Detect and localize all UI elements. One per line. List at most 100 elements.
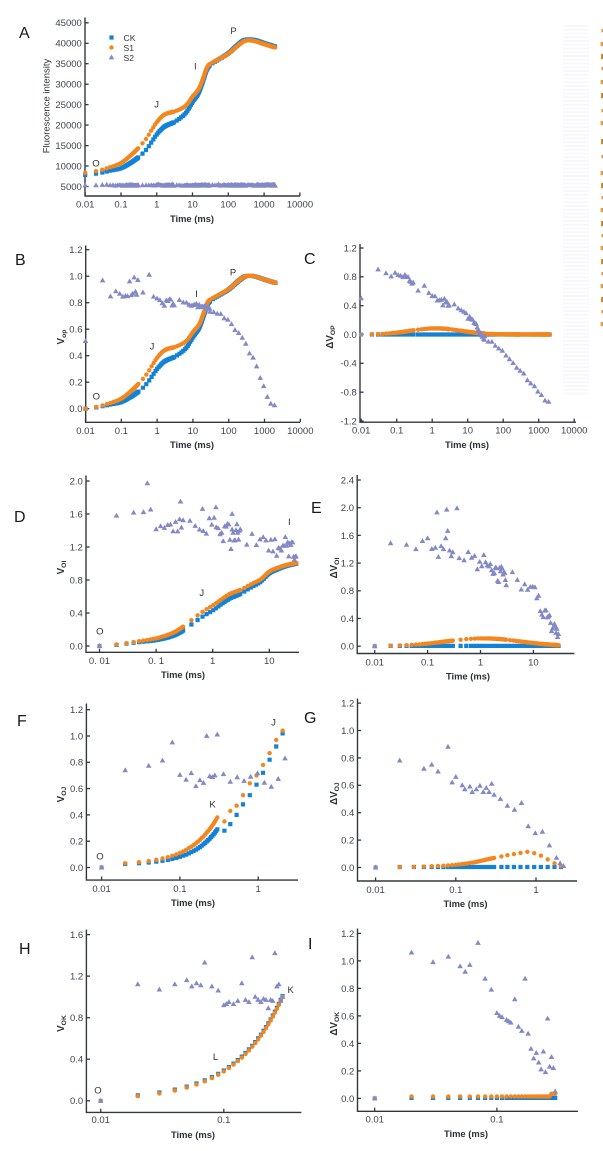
svg-text:O: O xyxy=(92,159,99,170)
svg-text:1000: 1000 xyxy=(254,426,275,437)
svg-text:C: C xyxy=(304,251,316,268)
svg-text:0.01: 0.01 xyxy=(92,884,111,895)
svg-text:1: 1 xyxy=(256,884,261,895)
svg-text:1.0: 1.0 xyxy=(341,956,354,967)
svg-text:1.0: 1.0 xyxy=(341,726,354,737)
svg-text:0.4: 0.4 xyxy=(341,614,354,625)
svg-text:H: H xyxy=(19,941,31,958)
svg-text:45000: 45000 xyxy=(55,18,81,29)
svg-text:1.0: 1.0 xyxy=(70,731,83,742)
svg-text:-0.8: -0.8 xyxy=(340,388,356,399)
svg-text:1: 1 xyxy=(533,885,538,896)
svg-text:0.4: 0.4 xyxy=(70,1055,83,1066)
svg-text:0.1: 0.1 xyxy=(173,884,186,895)
svg-text:0.01: 0.01 xyxy=(76,426,95,437)
svg-text:J: J xyxy=(150,342,155,353)
svg-text:K: K xyxy=(209,800,216,811)
svg-text:1: 1 xyxy=(478,658,483,669)
svg-text:0.8: 0.8 xyxy=(341,984,354,995)
svg-text:0.2: 0.2 xyxy=(69,378,82,389)
svg-text:P: P xyxy=(230,26,236,37)
svg-text:0.0: 0.0 xyxy=(341,642,354,653)
svg-text:1.2: 1.2 xyxy=(70,705,83,716)
svg-text:0.8: 0.8 xyxy=(69,298,82,309)
svg-text:0.0: 0.0 xyxy=(341,1094,354,1105)
svg-text:5000: 5000 xyxy=(61,182,82,193)
svg-text:0.6: 0.6 xyxy=(341,1011,354,1022)
svg-text:0.01: 0.01 xyxy=(366,885,385,896)
svg-text:0.6: 0.6 xyxy=(70,784,83,795)
svg-text:1000: 1000 xyxy=(254,199,275,210)
svg-text:L: L xyxy=(213,1052,218,1063)
svg-text:10: 10 xyxy=(187,199,198,210)
svg-text:-1.2: -1.2 xyxy=(340,416,356,427)
svg-text:100: 100 xyxy=(220,199,236,210)
svg-text:10000: 10000 xyxy=(561,426,587,437)
svg-text:0.0: 0.0 xyxy=(344,330,357,341)
svg-text:100: 100 xyxy=(221,426,237,437)
svg-text:0.1: 0.1 xyxy=(115,426,128,437)
svg-text:0.4: 0.4 xyxy=(341,1039,354,1050)
svg-text:0.0: 0.0 xyxy=(70,1096,83,1107)
svg-text:Time (ms): Time (ms) xyxy=(444,1128,488,1139)
svg-text:1.2: 1.2 xyxy=(344,243,357,254)
svg-text:P: P xyxy=(230,268,236,279)
svg-text:2.0: 2.0 xyxy=(70,476,83,487)
svg-text:O: O xyxy=(94,1086,101,1097)
svg-text:0. 01: 0. 01 xyxy=(89,656,110,667)
svg-text:0.6: 0.6 xyxy=(341,781,354,792)
svg-text:1.2: 1.2 xyxy=(341,559,354,570)
svg-text:0.4: 0.4 xyxy=(344,301,357,312)
svg-text:1.2: 1.2 xyxy=(341,929,354,940)
svg-text:0.1: 0.1 xyxy=(449,885,462,896)
svg-text:S2: S2 xyxy=(124,53,135,63)
svg-text:0.1: 0.1 xyxy=(217,1115,230,1126)
svg-text:0.8: 0.8 xyxy=(344,272,357,283)
svg-text:I: I xyxy=(195,289,198,300)
svg-text:1.6: 1.6 xyxy=(341,531,354,542)
svg-text:40000: 40000 xyxy=(55,39,81,50)
svg-text:0.4: 0.4 xyxy=(70,810,83,821)
svg-text:Time (ms): Time (ms) xyxy=(445,439,489,450)
svg-text:0.1: 0.1 xyxy=(390,426,403,437)
svg-text:CK: CK xyxy=(124,33,136,43)
svg-text:1: 1 xyxy=(154,199,159,210)
svg-text:35000: 35000 xyxy=(55,59,81,70)
svg-text:Time (ms): Time (ms) xyxy=(161,669,205,680)
svg-text:D: D xyxy=(14,509,26,526)
svg-text:0.2: 0.2 xyxy=(341,836,354,847)
svg-text:15000: 15000 xyxy=(55,141,81,152)
svg-text:Time (ms): Time (ms) xyxy=(170,213,214,224)
svg-text:1000: 1000 xyxy=(528,426,549,437)
svg-text:10000: 10000 xyxy=(55,161,81,172)
svg-text:Time (ms): Time (ms) xyxy=(170,439,214,450)
svg-text:0.4: 0.4 xyxy=(69,351,82,362)
svg-text:0.4: 0.4 xyxy=(341,808,354,819)
svg-text:100: 100 xyxy=(495,426,511,437)
svg-text:0.6: 0.6 xyxy=(69,325,82,336)
svg-text:0.01: 0.01 xyxy=(352,426,371,437)
svg-text:1: 1 xyxy=(430,426,435,437)
svg-text:0.8: 0.8 xyxy=(341,753,354,764)
svg-text:Time (ms): Time (ms) xyxy=(171,897,215,908)
svg-text:0.0: 0.0 xyxy=(70,863,83,874)
svg-text:O: O xyxy=(96,627,103,638)
svg-text:10: 10 xyxy=(528,658,539,669)
svg-text:0.0: 0.0 xyxy=(341,863,354,874)
svg-text:1.2: 1.2 xyxy=(70,542,83,553)
svg-text:1.6: 1.6 xyxy=(70,509,83,520)
svg-text:Time (ms): Time (ms) xyxy=(171,1129,215,1140)
svg-text:0.2: 0.2 xyxy=(70,837,83,848)
svg-text:10000: 10000 xyxy=(287,426,313,437)
svg-text:0.1: 0.1 xyxy=(114,199,127,210)
svg-text:0.8: 0.8 xyxy=(341,586,354,597)
svg-text:Fluorescence intensity: Fluorescence intensity xyxy=(41,58,52,153)
svg-text:1.2: 1.2 xyxy=(70,972,83,983)
svg-text:30000: 30000 xyxy=(55,80,81,91)
svg-text:0.8: 0.8 xyxy=(70,575,83,586)
svg-text:1: 1 xyxy=(154,426,159,437)
svg-text:0.1: 0.1 xyxy=(490,1115,503,1126)
svg-text:1.2: 1.2 xyxy=(69,245,82,256)
svg-text:0.0: 0.0 xyxy=(70,641,83,652)
svg-text:20000: 20000 xyxy=(55,121,81,132)
